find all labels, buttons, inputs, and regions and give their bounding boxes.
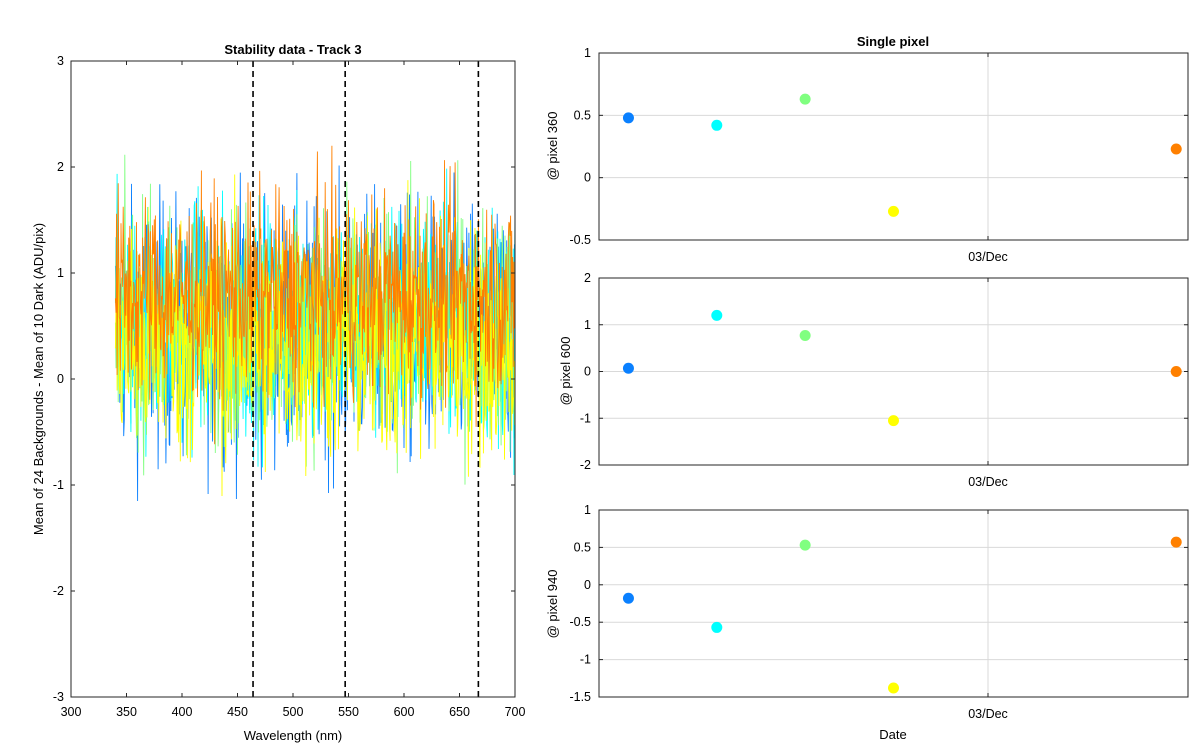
- y-tick-label: 0.5: [574, 108, 591, 122]
- pixel-940-x-tick: 03/Dec: [968, 707, 1008, 721]
- data-point: [1170, 143, 1182, 155]
- stability-x-axis-label: Wavelength (nm): [244, 728, 343, 743]
- pixel-940-chart: @ pixel 940 03/Dec Date -1.5 -1 -0.5 0 0.5 1: [545, 503, 1189, 742]
- y-tick-label: 2: [584, 271, 591, 285]
- x-tick-label: 700: [505, 705, 526, 719]
- data-point: [888, 415, 899, 427]
- y-tick-label: 0: [584, 578, 591, 592]
- y-tick-label: -1: [580, 411, 591, 425]
- y-tick-label: 3: [57, 54, 64, 68]
- y-tick-label: 1: [584, 503, 591, 517]
- data-point: [711, 309, 723, 321]
- stability-chart: Stability data - Track 3 300 350 400 450 500…: [31, 42, 525, 743]
- pixel-360-chart: Single pixel @ pixel 360 03/Dec -0.5 0 0.5…: [545, 34, 1189, 264]
- data-point: [622, 592, 634, 604]
- y-tick-label: -1: [580, 653, 591, 667]
- y-tick-label: -2: [580, 458, 591, 472]
- pixel-plot-frame: [598, 52, 1189, 241]
- data-point: [888, 682, 899, 694]
- x-tick-label: 450: [227, 705, 248, 719]
- y-tick-label: 1: [57, 266, 64, 280]
- pixel-360-x-tick: 03/Dec: [968, 250, 1008, 264]
- x-tick-label: 400: [172, 705, 193, 719]
- y-tick-label: -3: [53, 690, 64, 704]
- pixel-plot-frame: [598, 509, 1189, 698]
- x-axis-ticks: 300 350 400 450 500 550 600 650 700: [61, 61, 526, 719]
- y-tick-label: -2: [53, 584, 64, 598]
- date-x-axis-label: Date: [879, 727, 906, 742]
- data-point: [799, 93, 811, 105]
- data-point: [711, 621, 723, 633]
- x-tick-label: 550: [338, 705, 359, 719]
- spectrum-series-line: [114, 145, 516, 445]
- data-point: [1170, 536, 1182, 548]
- data-point: [622, 362, 634, 374]
- y-tick-label: -0.5: [569, 615, 591, 629]
- single-pixel-title: Single pixel: [857, 34, 929, 49]
- stability-y-axis-label: Mean of 24 Backgrounds - Mean of 10 Dark…: [31, 223, 46, 535]
- y-tick-label: 1: [584, 46, 591, 60]
- x-tick-label: 500: [283, 705, 304, 719]
- pixel-600-chart: @ pixel 600 03/Dec -2 -1 0 1 2: [558, 271, 1189, 489]
- y-tick-label: 0: [584, 365, 591, 379]
- y-tick-label: 1: [584, 318, 591, 332]
- data-point: [622, 112, 634, 124]
- x-tick-label: 600: [394, 705, 415, 719]
- y-tick-label: -1.5: [569, 690, 591, 704]
- data-point: [799, 539, 811, 551]
- pixel-600-y-label: @ pixel 600: [558, 337, 573, 406]
- stability-chart-title: Stability data - Track 3: [224, 42, 361, 57]
- y-tick-label: 0.5: [574, 540, 591, 554]
- x-tick-label: 650: [449, 705, 470, 719]
- y-tick-label: -1: [53, 478, 64, 492]
- data-point: [711, 119, 723, 131]
- y-axis-ticks: -3 -2 -1 0 1 2 3: [53, 54, 515, 704]
- pixel-360-y-label: @ pixel 360: [545, 112, 560, 181]
- data-point: [799, 330, 811, 342]
- data-point: [888, 205, 899, 217]
- dashed-markers: [252, 61, 480, 697]
- y-tick-label: 0: [57, 372, 64, 386]
- y-tick-label: 0: [584, 171, 591, 185]
- y-tick-label: 2: [57, 160, 64, 174]
- y-tick-label: -0.5: [569, 233, 591, 247]
- pixel-600-x-tick: 03/Dec: [968, 475, 1008, 489]
- x-tick-label: 350: [116, 705, 137, 719]
- data-point: [1170, 366, 1182, 377]
- x-tick-label: 300: [61, 705, 82, 719]
- pixel-940-y-label: @ pixel 940: [545, 570, 560, 639]
